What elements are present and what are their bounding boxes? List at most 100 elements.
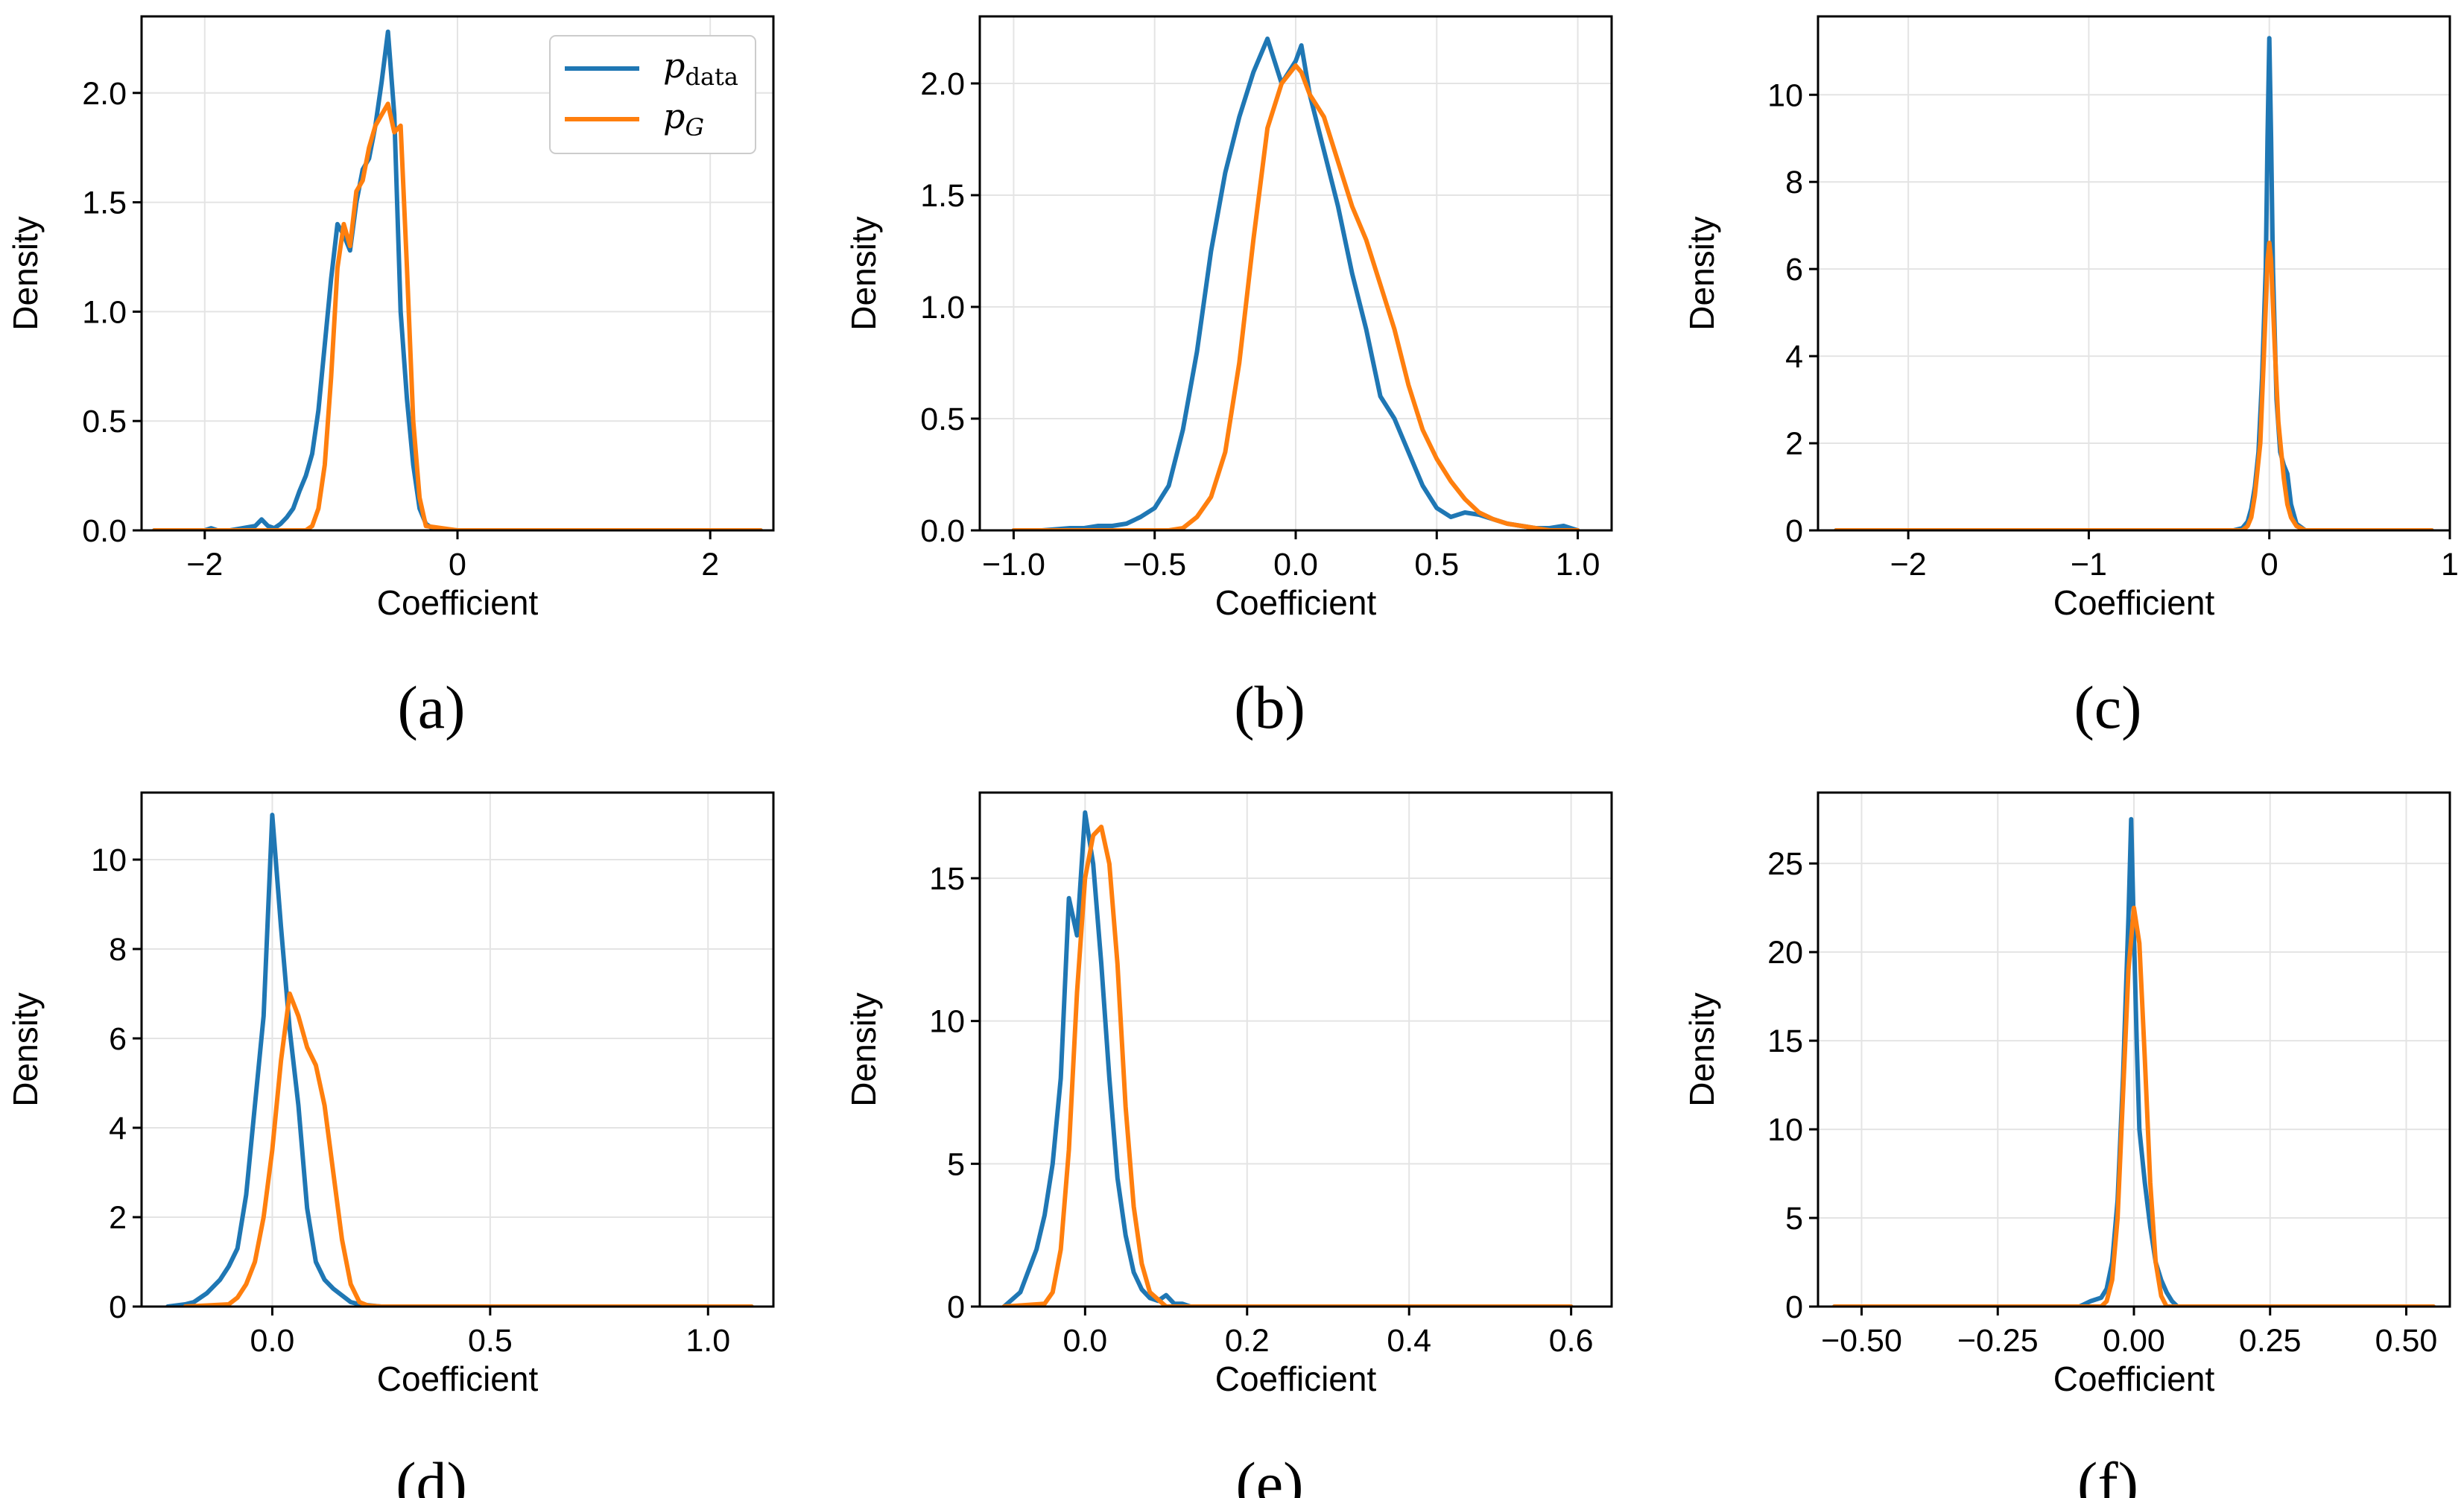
panel-e: 0.0 0.2 0.4 0.6 0 5 10 15 Coefficient Density (e): [844, 791, 1613, 1498]
panel-d-ytick-label: 4: [109, 1111, 127, 1146]
panel-f: −0.50 −0.25 0.00 0.25 0.50 0 5 10 15 20 25 Coeffici…: [1682, 791, 2451, 1498]
legend-p-data-main: p: [663, 45, 685, 86]
panel-a-ytick-label: 0.5: [82, 404, 127, 439]
panel-f-xtick-label: 0.50: [2375, 1323, 2438, 1359]
panel-d-xtick-label: 1.0: [685, 1323, 730, 1359]
panel-e-ytick-label: 0: [947, 1289, 965, 1325]
panel-b-xtick-label: −0.5: [1123, 547, 1186, 583]
panel-b-xtick-label: 0.5: [1414, 547, 1459, 583]
panel-c-xlabel: Coefficient: [2053, 583, 2215, 622]
panel-d: 0.0 0.5 1.0 0 2 4 6 8 10 Coefficient Density (d): [6, 791, 775, 1498]
panel-f-ylabel: Density: [1682, 992, 1721, 1106]
panel-b-xtick-label: −1.0: [982, 547, 1045, 583]
panel-e-xlabel: Coefficient: [1215, 1359, 1377, 1398]
panel-a-caption: (a): [397, 673, 465, 741]
panel-d-ylabel: Density: [6, 992, 45, 1106]
panel-d-ytick-label: 2: [109, 1200, 127, 1236]
legend-box: [549, 35, 756, 154]
panel-f-ytick-label: 0: [1785, 1289, 1803, 1325]
panel-a-ytick-label: 2.0: [82, 76, 127, 112]
legend-p-g-sub: G: [685, 113, 704, 142]
panel-f-ytick-label: 15: [1767, 1023, 1803, 1059]
panel-b-ytick-label: 1.0: [920, 290, 965, 326]
panel-b-ytick-label: 0.5: [920, 402, 965, 437]
panel-f-xlabel: Coefficient: [2053, 1359, 2215, 1398]
panel-d-ytick-label: 8: [109, 932, 127, 968]
panel-c-series-p-data: [1834, 36, 2434, 530]
panel-a: −2 0 2 0.0 0.5 1.0 1.5 2.0 Coefficient Density (a): [6, 15, 775, 741]
panel-e-ylabel: Density: [844, 992, 883, 1106]
panel-d-series-p-data: [165, 813, 754, 1307]
panel-c-ytick-label: 2: [1785, 426, 1803, 462]
panel-e-ytick-label: 5: [947, 1146, 965, 1182]
panel-e-caption: (e): [1235, 1450, 1303, 1498]
legend-p-g-main: p: [663, 96, 685, 136]
panel-c-xtick-label: −2: [1890, 547, 1927, 583]
panel-d-series-p-g: [183, 991, 754, 1307]
panel-c-ytick-label: 0: [1785, 513, 1803, 549]
panel-e-xtick-label: 0.2: [1225, 1323, 1270, 1359]
panel-d-xtick-label: 0.5: [468, 1323, 513, 1359]
panel-d-xtick-label: 0.0: [250, 1323, 295, 1359]
panel-c-xtick-label: −1: [2071, 547, 2107, 583]
panel-d-axes-frame: [140, 791, 775, 1308]
panel-c-ytick-label: 8: [1785, 165, 1803, 200]
panel-c-ytick-label: 10: [1767, 77, 1803, 113]
panel-f-caption: (f): [2077, 1450, 2138, 1498]
panel-a-ytick-label: 1.5: [82, 185, 127, 221]
panel-c-axes-frame: [1817, 15, 2451, 532]
panel-f-xtick-label: 0.25: [2239, 1323, 2302, 1359]
panel-c-ytick-label: 6: [1785, 252, 1803, 288]
panel-f-ytick-label: 25: [1767, 846, 1803, 882]
panel-b-xtick-label: 1.0: [1556, 547, 1600, 583]
panel-e-ytick-label: 15: [929, 861, 965, 897]
panel-c-caption: (c): [2074, 673, 2141, 741]
panel-e-ytick-label: 10: [929, 1004, 965, 1040]
panel-d-xlabel: Coefficient: [377, 1359, 539, 1398]
panel-e-axes-frame: [978, 791, 1613, 1308]
panel-c-xtick-label: 0: [2261, 547, 2278, 583]
panel-b-series-p-g: [1011, 63, 1580, 530]
panel-a-series-p-g: [152, 101, 763, 530]
panel-a-xlabel: Coefficient: [377, 583, 539, 622]
legend-p-data-sub: data: [685, 63, 738, 91]
panel-b-xtick-label: 0.0: [1273, 547, 1318, 583]
panel-f-ytick-label: 5: [1785, 1201, 1803, 1237]
panel-f-ytick-label: 10: [1767, 1112, 1803, 1148]
panel-a-ylabel: Density: [6, 216, 45, 330]
panel-f-series-p-data: [1831, 816, 2436, 1307]
panel-b-ylabel: Density: [844, 216, 883, 330]
panel-f-ytick-label: 20: [1767, 935, 1803, 971]
panel-d-ytick-label: 0: [109, 1289, 127, 1325]
panel-b-ytick-label: 0.0: [920, 513, 965, 549]
legend-label-p-g: pG: [663, 96, 704, 142]
panel-f-xtick-label: −0.50: [1821, 1323, 1902, 1359]
panel-c-ytick-label: 4: [1785, 339, 1803, 375]
panel-c-ylabel: Density: [1682, 216, 1721, 330]
panel-e-series-p-g: [1001, 825, 1574, 1307]
panel-c-series-p-g: [1834, 241, 2434, 530]
panel-b-ytick-label: 1.5: [920, 178, 965, 214]
panel-b-xlabel: Coefficient: [1215, 583, 1377, 622]
panel-a-xtick-label: −2: [186, 547, 223, 583]
legend-label-p-data: pdata: [663, 45, 738, 91]
panel-d-caption: (d): [396, 1450, 467, 1498]
panel-d-ytick-label: 10: [91, 842, 127, 878]
panel-b-ytick-label: 2.0: [920, 66, 965, 102]
panel-a-ytick-label: 1.0: [82, 294, 127, 330]
panel-f-series-p-g: [1831, 905, 2436, 1307]
panel-a-xtick-label: 0: [449, 547, 466, 583]
panel-e-xtick-label: 0.6: [1549, 1323, 1594, 1359]
panel-f-xtick-label: −0.25: [1957, 1323, 2039, 1359]
panel-a-xtick-label: 2: [701, 547, 719, 583]
legend: pdata pG: [549, 35, 756, 154]
panel-e-xtick-label: 0.0: [1062, 1323, 1107, 1359]
panel-b-caption: (b): [1234, 673, 1305, 741]
panel-e-series-p-data: [1001, 810, 1574, 1307]
panel-a-ytick-label: 0.0: [82, 513, 127, 549]
panel-d-ytick-label: 6: [109, 1021, 127, 1057]
panel-c-xtick-label: 1: [2441, 547, 2459, 583]
panel-f-xtick-label: 0.00: [2103, 1323, 2165, 1359]
